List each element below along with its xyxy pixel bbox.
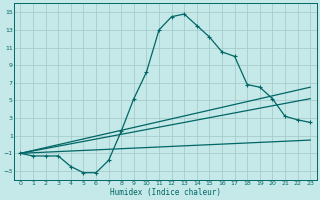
X-axis label: Humidex (Indice chaleur): Humidex (Indice chaleur) — [110, 188, 221, 197]
